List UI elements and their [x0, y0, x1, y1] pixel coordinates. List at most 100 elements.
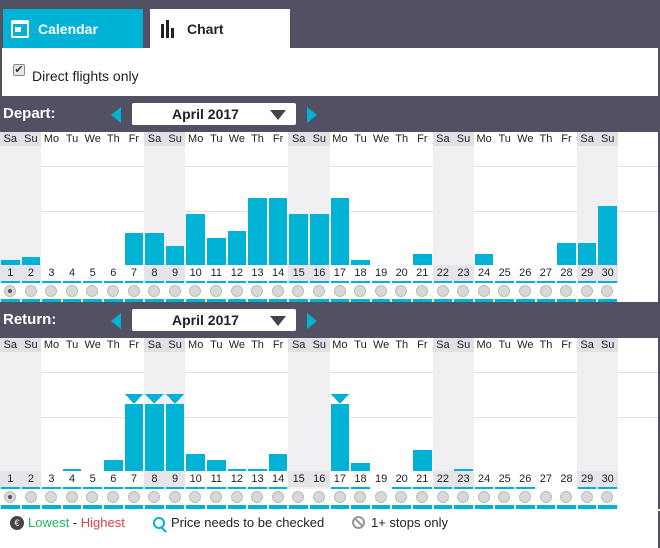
date-radio[interactable] [230, 491, 243, 503]
date-radio[interactable] [416, 491, 428, 503]
return-next-month-arrow-icon[interactable] [307, 313, 317, 329]
date-radio[interactable] [601, 285, 614, 297]
date-radio[interactable] [333, 285, 346, 297]
tab-calendar[interactable]: Calendar [3, 9, 143, 48]
date-radio[interactable] [560, 491, 573, 503]
date-radio[interactable] [148, 285, 161, 297]
date-radio[interactable] [107, 285, 119, 297]
date-radio[interactable] [539, 491, 552, 503]
view-tabs: Calendar Chart [0, 0, 660, 48]
date-label: 7 [130, 267, 137, 279]
date-radio[interactable] [127, 491, 140, 503]
date-label: 3 [48, 267, 55, 279]
date-radio[interactable] [65, 285, 78, 297]
direct-flights-checkbox[interactable]: ✔ [13, 64, 25, 76]
date-radio[interactable] [416, 285, 428, 297]
date-radio[interactable] [292, 285, 305, 297]
date-radio[interactable] [333, 491, 346, 503]
legend-lowest: Lowest [28, 515, 70, 530]
date-radio[interactable] [457, 491, 470, 503]
date-label: 7 [130, 473, 137, 485]
date-radio[interactable] [45, 285, 58, 297]
date-radio[interactable] [498, 491, 511, 503]
date-label: 20 [395, 473, 408, 485]
date-radio[interactable] [210, 491, 222, 503]
date-label: 13 [251, 267, 264, 279]
return-prev-month-arrow-icon[interactable] [111, 313, 121, 329]
date-label: 29 [576, 471, 598, 487]
date-radio[interactable] [539, 285, 552, 297]
date-radio[interactable] [86, 491, 99, 503]
date-radio[interactable] [271, 285, 284, 297]
date-label: 1 [0, 265, 21, 281]
date-radio[interactable] [580, 491, 593, 503]
date-radio[interactable] [354, 491, 367, 503]
date-radio[interactable] [477, 285, 490, 297]
return-month-select[interactable]: April 2017 [132, 309, 296, 331]
weekday-label: Th [251, 339, 264, 351]
date-radio[interactable] [24, 491, 37, 503]
depart-day-column[interactable]: Sa [288, 132, 309, 303]
date-radio[interactable] [4, 491, 16, 503]
date-label: 9 [164, 265, 186, 281]
date-radio[interactable] [148, 491, 161, 503]
date-label: 14 [271, 267, 285, 279]
date-label: 24 [477, 267, 491, 279]
date-radio[interactable] [292, 491, 305, 503]
date-radio[interactable] [436, 491, 449, 503]
date-radio[interactable] [436, 285, 449, 297]
date-radio[interactable] [519, 491, 531, 503]
date-label: 19 [374, 473, 388, 485]
date-radio[interactable] [395, 491, 408, 503]
date-radio[interactable] [230, 285, 243, 297]
date-radio[interactable] [374, 285, 387, 297]
date-radio[interactable] [519, 285, 531, 297]
date-radio[interactable] [560, 285, 573, 297]
date-radio[interactable] [477, 491, 490, 503]
date-radio[interactable] [251, 491, 264, 503]
depart-prev-month-arrow-icon[interactable] [111, 107, 121, 123]
date-label: 17 [333, 267, 347, 279]
date-radio[interactable] [168, 491, 181, 503]
date-radio[interactable] [45, 491, 58, 503]
date-radio[interactable] [580, 285, 593, 297]
date-radio[interactable] [457, 285, 470, 297]
date-radio[interactable] [313, 491, 325, 503]
date-radio[interactable] [210, 285, 222, 297]
date-radio[interactable] [107, 491, 119, 503]
weekday-label: Fr [128, 339, 140, 351]
date-label: 29 [576, 265, 598, 281]
date-radio[interactable] [65, 491, 78, 503]
date-radio[interactable] [189, 285, 202, 297]
date-radio[interactable] [189, 491, 202, 503]
date-radio[interactable] [395, 285, 408, 297]
date-radio[interactable] [601, 491, 614, 503]
weekday-label: Fr [561, 133, 572, 145]
date-label: 6 [110, 267, 117, 279]
date-radio[interactable] [86, 285, 99, 297]
date-radio[interactable] [498, 285, 511, 297]
date-radio[interactable] [271, 491, 284, 503]
depart-month-select[interactable]: April 2017 [132, 103, 296, 125]
legend-check-price: Price needs to be checked [153, 515, 324, 530]
weekday-label: Sa [144, 132, 165, 146]
date-radio[interactable] [127, 285, 140, 297]
tab-chart[interactable]: Chart [150, 9, 290, 48]
chevron-down-icon [270, 110, 286, 120]
weekday-label: Su [20, 132, 42, 146]
date-radio[interactable] [168, 285, 181, 297]
date-radio[interactable] [354, 285, 367, 297]
depart-next-month-arrow-icon[interactable] [307, 107, 317, 123]
date-radio[interactable] [313, 285, 325, 297]
direct-flights-label: Direct flights only [32, 68, 139, 84]
date-radio[interactable] [4, 285, 16, 297]
date-label: 11 [210, 473, 222, 485]
date-radio[interactable] [251, 285, 264, 297]
date-radio[interactable] [374, 491, 387, 503]
date-label: 11 [210, 267, 222, 279]
return-day-column[interactable]: Su [164, 338, 186, 509]
date-radio[interactable] [24, 285, 37, 297]
weekday-label: Fr [272, 339, 284, 351]
weekday-label: Tu [65, 339, 79, 351]
return-day-column[interactable]: Sa [144, 338, 165, 509]
